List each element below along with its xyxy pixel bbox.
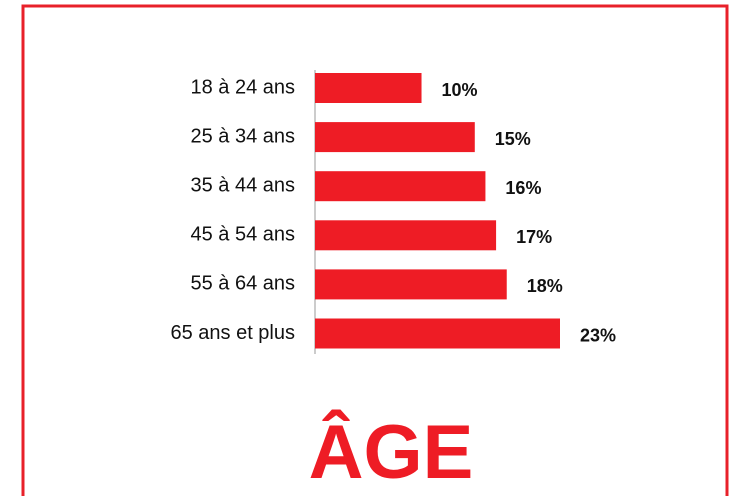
bar <box>315 122 475 153</box>
value-label: 16% <box>505 178 541 198</box>
value-label: 10% <box>442 80 478 100</box>
chart-title: ÂGE <box>309 409 474 495</box>
bar <box>315 73 422 103</box>
value-label: 15% <box>495 129 531 149</box>
value-label: 17% <box>516 227 552 247</box>
category-label: 25 à 34 ans <box>190 125 295 147</box>
category-label: 35 à 44 ans <box>190 174 295 196</box>
bar <box>315 269 507 300</box>
category-label: 45 à 54 ans <box>190 224 295 246</box>
bar <box>315 318 560 349</box>
category-label: 18 à 24 ans <box>190 76 295 98</box>
value-label: 23% <box>580 325 616 345</box>
bar <box>315 220 497 251</box>
bar <box>315 171 486 202</box>
category-label: 55 à 64 ans <box>190 273 295 295</box>
frame <box>21 4 729 496</box>
value-label: 18% <box>527 276 563 296</box>
category-label: 65 ans et plus <box>170 322 295 344</box>
